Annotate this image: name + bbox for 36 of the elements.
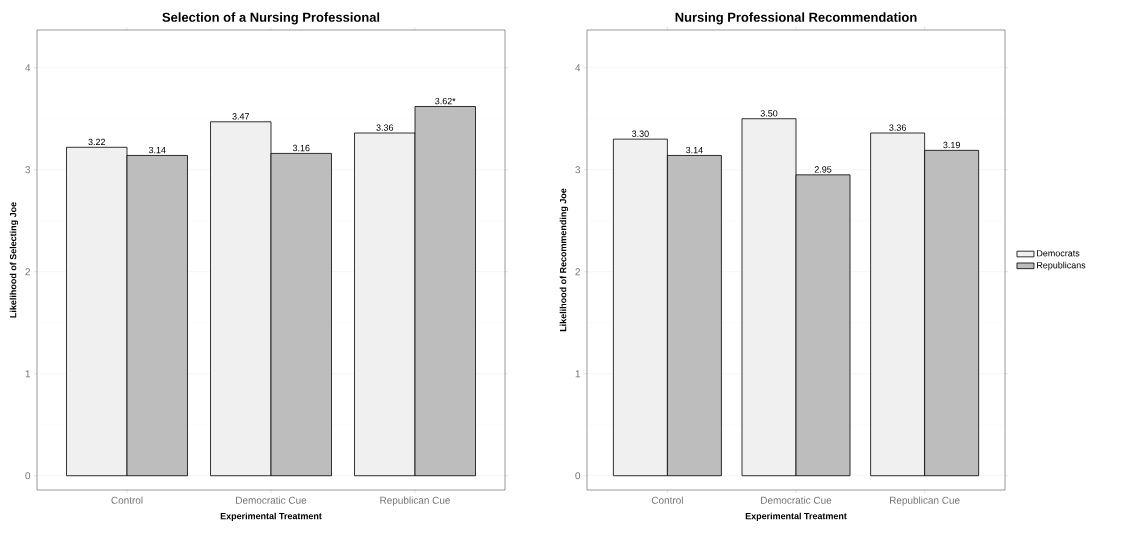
y-axis-title: Likelihood of Selecting Joe [9,202,19,318]
data-label: 3.14 [686,146,703,154]
y-tick-label: 4 [575,64,581,72]
y-tick-label: 2 [575,268,580,276]
x-tick-label: Control [111,496,143,504]
y-tick-label: 3 [25,166,31,174]
y-tick-label: 0 [575,472,581,480]
x-tick-label: Democratic Cue [236,496,307,504]
data-label: 3.22 [88,138,106,146]
legend-label: Republicans [1037,261,1086,271]
x-axis-title: Experimental Treatment [745,512,847,521]
y-tick-label: 3 [575,166,581,174]
data-label: 3.30 [632,130,649,137]
y-tick-label: 2 [25,268,30,276]
x-tick-label: Democratic Cue [761,496,832,504]
x-axis-title: Experimental Treatment [220,512,322,521]
y-tick-label: 4 [25,64,31,72]
chart-title: Nursing Professional Recommendation [675,12,917,25]
data-label: 2.95 [814,166,832,173]
data-label: 3.50 [760,110,778,117]
y-axis-title: Likelihood of Recommending Joe [559,188,569,332]
x-tick-label: Control [651,496,683,504]
y-tick-label: 0 [25,472,31,480]
data-label: 3.62* [435,97,456,105]
x-tick-label: Republican Cue [890,496,960,506]
y-tick-label: 1 [25,370,31,378]
x-tick-label: Republican Cue [380,496,450,506]
data-label: 3.16 [292,144,310,152]
chart-title: Selection of a Nursing Professional [162,12,380,25]
y-tick-label: 1 [575,370,581,378]
data-label: 3.47 [232,113,250,120]
data-label: 3.19 [943,141,960,149]
data-label: 3.36 [376,124,394,131]
data-label: 3.14 [148,146,166,154]
data-label: 3.36 [889,124,906,131]
legend-label: Democrats [1037,250,1080,257]
